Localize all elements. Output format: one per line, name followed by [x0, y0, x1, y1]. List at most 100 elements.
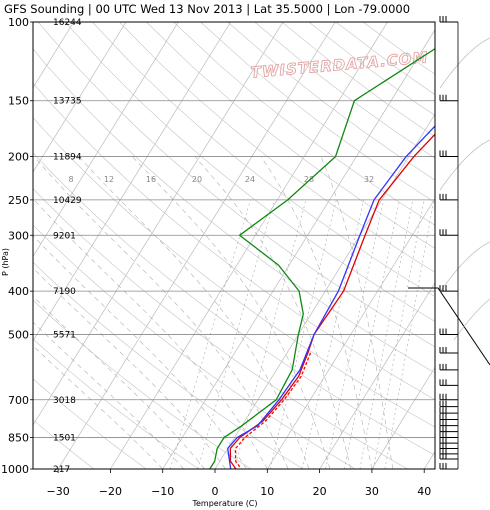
x-tick-label: 20 — [313, 485, 327, 498]
mixing-ratio-line — [344, 199, 400, 469]
wind-barb — [439, 94, 458, 102]
mixing-ratio-label: 20 — [192, 175, 202, 184]
wind-barb — [439, 346, 458, 354]
x-axis-label: Temperature (C) — [191, 499, 257, 508]
y-axis-label: P (hPa) — [1, 248, 10, 276]
mixing-ratio-line — [359, 199, 414, 469]
panel-arc — [439, 139, 490, 191]
mixing-ratio-line — [234, 199, 307, 469]
isotherm-line — [57, 22, 336, 469]
panel-arc — [439, 37, 490, 89]
y-tick-label: 200 — [8, 151, 29, 164]
isotherm-line — [33, 22, 179, 258]
sounding-series — [209, 47, 435, 469]
height-label: 10429 — [53, 196, 82, 206]
height-label: 217 — [53, 465, 70, 475]
mixing-ratio-label: 32 — [364, 175, 374, 184]
height-labels: 16244 13735 11894 10429 9201 7190 5571 3018 1501… — [53, 18, 82, 475]
moist-adiabat — [33, 156, 289, 469]
isotherm-line — [33, 22, 127, 173]
y-tick-label: 700 — [8, 394, 29, 407]
height-label: 11894 — [53, 153, 82, 163]
y-tick-label: 850 — [8, 431, 29, 444]
mixing-ratio-label: 28 — [304, 175, 314, 184]
moist-adiabat — [33, 321, 184, 469]
mixing-ratio-label: 12 — [104, 175, 114, 184]
panel-boundary — [408, 287, 490, 366]
wind-barb — [439, 400, 458, 408]
chart-title: GFS Sounding | 00 UTC Wed 13 Nov 2013 | … — [4, 2, 410, 16]
moist-adiabat — [194, 156, 352, 469]
moist-adiabat — [33, 295, 205, 469]
plot-frame — [32, 21, 436, 470]
y-tick-label: 300 — [8, 229, 29, 242]
y-axis-ticks: 100 150 200 250 300 400 500 700 850 1000 — [1, 16, 33, 476]
height-label: 5571 — [53, 330, 76, 340]
x-tick-label: 30 — [365, 485, 379, 498]
wind-barb — [439, 463, 458, 470]
wind-barb — [439, 229, 458, 236]
dewpoint-line — [209, 47, 435, 469]
isotherm-line — [162, 29, 435, 469]
moist-adiabat — [78, 156, 310, 469]
height-label: 1501 — [53, 433, 76, 443]
moist-adiabat — [260, 156, 373, 469]
temperature-line — [229, 133, 435, 469]
x-tick-label: −20 — [99, 485, 122, 498]
isotherm-line — [110, 22, 388, 469]
isotherm-line — [371, 366, 435, 469]
height-label: 3018 — [53, 396, 76, 406]
y-tick-label: 500 — [8, 328, 29, 341]
mixing-ratio-labels: 8 12 16 20 24 28 32 — [68, 175, 374, 184]
height-label: 16244 — [53, 18, 82, 28]
parcel-path-line — [227, 125, 435, 469]
mixing-ratio-line — [269, 199, 337, 469]
y-tick-label: 150 — [8, 95, 29, 108]
wind-barb — [439, 393, 458, 401]
moist-adiabat — [33, 235, 247, 469]
mixing-ratio-line — [301, 199, 364, 469]
panel-arc — [453, 298, 490, 341]
height-label: 9201 — [53, 231, 76, 241]
x-axis-ticks: −30 −20 −10 0 10 20 30 40 — [46, 469, 431, 498]
isotherm-line — [214, 113, 435, 469]
y-tick-label: 400 — [8, 285, 29, 298]
panel-arc — [439, 241, 490, 293]
y-tick-label: 100 — [8, 16, 29, 29]
x-tick-label: 10 — [260, 485, 274, 498]
isotherm-line — [33, 22, 284, 426]
height-label: 13735 — [53, 97, 82, 107]
wind-barb — [439, 363, 458, 371]
wind-barb — [439, 193, 458, 201]
x-tick-label: −10 — [151, 485, 174, 498]
wind-barb — [439, 379, 458, 386]
mixing-ratio-line — [197, 199, 275, 469]
height-label: 7190 — [53, 287, 76, 297]
moist-adiabat — [33, 198, 268, 469]
y-tick-label: 250 — [8, 194, 29, 207]
y-tick-label: 1000 — [1, 463, 29, 476]
mixing-ratio-label: 8 — [68, 175, 73, 184]
wind-barb — [439, 285, 458, 292]
wind-barbs — [439, 16, 459, 470]
mixing-ratio-label: 24 — [245, 175, 255, 184]
isotherm-line — [319, 282, 435, 469]
moist-adiabat — [33, 345, 163, 469]
virtual-temperature-line — [234, 352, 312, 469]
moist-adiabat — [132, 156, 331, 469]
x-tick-label: 0 — [212, 485, 219, 498]
x-tick-label: 40 — [417, 485, 431, 498]
hodograph-panel — [408, 37, 490, 366]
x-tick-label: −30 — [46, 485, 69, 498]
wind-barb — [439, 328, 458, 335]
wind-barb — [439, 413, 458, 421]
moist-adiabat — [320, 156, 394, 469]
isotherm-line — [267, 197, 435, 469]
wind-barb — [439, 150, 458, 158]
mixing-ratio-label: 16 — [146, 175, 156, 184]
wind-barb — [439, 16, 458, 23]
mixing-ratio-line — [325, 199, 384, 469]
wind-barb — [439, 407, 458, 414]
